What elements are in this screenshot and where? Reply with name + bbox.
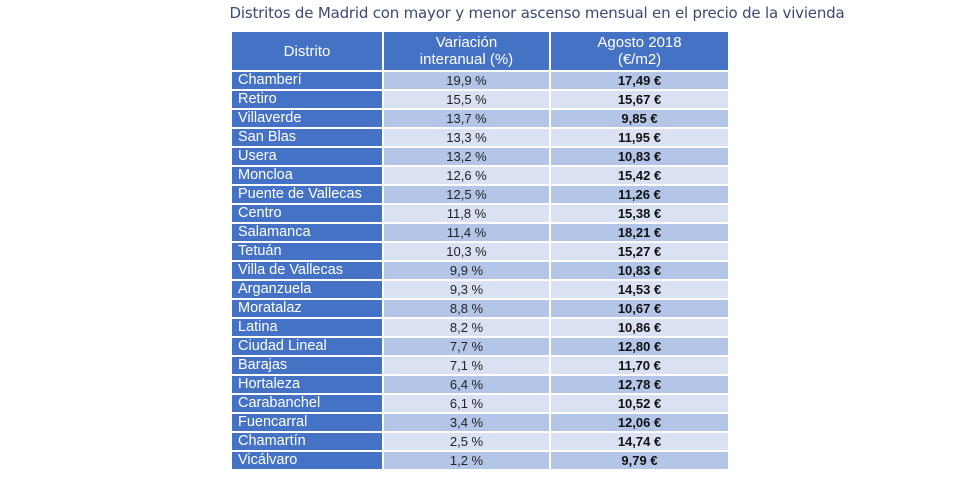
district-name: Villa de Vallecas xyxy=(232,260,384,281)
table-row: Retiro 15,5 % 15,67 € xyxy=(232,89,730,110)
variation-cell: 10,3 % xyxy=(382,241,551,262)
header-precio: Agosto 2018 (€/m2) xyxy=(549,32,730,72)
variation-cell: 12,6 % xyxy=(382,165,551,186)
variation-cell: 7,7 % xyxy=(382,336,551,357)
table-row: Hortaleza 6,4 % 12,78 € xyxy=(232,374,730,395)
districts-table: Distrito Variación interanual (%) Agosto … xyxy=(232,32,730,471)
variation-cell: 9,3 % xyxy=(382,279,551,300)
variation-cell: 15,5 % xyxy=(382,89,551,110)
price-cell: 9,85 € xyxy=(549,108,730,129)
district-name: Salamanca xyxy=(232,222,384,243)
table-row: Usera 13,2 % 10,83 € xyxy=(232,146,730,167)
district-name: Carabanchel xyxy=(232,393,384,414)
price-cell: 15,27 € xyxy=(549,241,730,262)
district-name: Hortaleza xyxy=(232,374,384,395)
table-row: Salamanca 11,4 % 18,21 € xyxy=(232,222,730,243)
price-cell: 15,67 € xyxy=(549,89,730,110)
price-cell: 18,21 € xyxy=(549,222,730,243)
price-cell: 10,83 € xyxy=(549,146,730,167)
header-distrito: Distrito xyxy=(232,32,384,72)
price-cell: 10,83 € xyxy=(549,260,730,281)
variation-cell: 13,7 % xyxy=(382,108,551,129)
district-name: Moncloa xyxy=(232,165,384,186)
district-name: Barajas xyxy=(232,355,384,376)
price-cell: 11,95 € xyxy=(549,127,730,148)
variation-cell: 12,5 % xyxy=(382,184,551,205)
variation-cell: 6,1 % xyxy=(382,393,551,414)
table-row: Barajas 7,1 % 11,70 € xyxy=(232,355,730,376)
district-name: Ciudad Lineal xyxy=(232,336,384,357)
district-name: San Blas xyxy=(232,127,384,148)
district-name: Centro xyxy=(232,203,384,224)
table-row: Tetuán 10,3 % 15,27 € xyxy=(232,241,730,262)
table-row: Ciudad Lineal 7,7 % 12,80 € xyxy=(232,336,730,357)
price-cell: 12,06 € xyxy=(549,412,730,433)
table-row: Moratalaz 8,8 % 10,67 € xyxy=(232,298,730,319)
district-name: Moratalaz xyxy=(232,298,384,319)
district-name: Latina xyxy=(232,317,384,338)
price-cell: 14,74 € xyxy=(549,431,730,452)
variation-cell: 11,8 % xyxy=(382,203,551,224)
price-cell: 15,42 € xyxy=(549,165,730,186)
variation-cell: 19,9 % xyxy=(382,70,551,91)
price-cell: 9,79 € xyxy=(549,450,730,471)
price-cell: 14,53 € xyxy=(549,279,730,300)
variation-cell: 6,4 % xyxy=(382,374,551,395)
district-name: Usera xyxy=(232,146,384,167)
district-name: Retiro xyxy=(232,89,384,110)
district-name: Chamberí xyxy=(232,70,384,91)
price-cell: 12,78 € xyxy=(549,374,730,395)
price-cell: 15,38 € xyxy=(549,203,730,224)
table-row: Carabanchel 6,1 % 10,52 € xyxy=(232,393,730,414)
variation-cell: 2,5 % xyxy=(382,431,551,452)
price-cell: 10,52 € xyxy=(549,393,730,414)
table-row: Centro 11,8 % 15,38 € xyxy=(232,203,730,224)
table-row: Vicálvaro 1,2 % 9,79 € xyxy=(232,450,730,471)
variation-cell: 8,2 % xyxy=(382,317,551,338)
table-row: Chamartín 2,5 % 14,74 € xyxy=(232,431,730,452)
price-cell: 17,49 € xyxy=(549,70,730,91)
variation-cell: 8,8 % xyxy=(382,298,551,319)
table-title: Distritos de Madrid con mayor y menor as… xyxy=(229,4,845,22)
table-row: Puente de Vallecas 12,5 % 11,26 € xyxy=(232,184,730,205)
price-cell: 12,80 € xyxy=(549,336,730,357)
district-name: Arganzuela xyxy=(232,279,384,300)
variation-cell: 11,4 % xyxy=(382,222,551,243)
variation-cell: 3,4 % xyxy=(382,412,551,433)
table-row: Chamberí 19,9 % 17,49 € xyxy=(232,70,730,91)
header-row: Distrito Variación interanual (%) Agosto … xyxy=(232,32,730,72)
table-row: Moncloa 12,6 % 15,42 € xyxy=(232,165,730,186)
district-name: Tetuán xyxy=(232,241,384,262)
variation-cell: 13,3 % xyxy=(382,127,551,148)
price-cell: 10,86 € xyxy=(549,317,730,338)
table-row: Latina 8,2 % 10,86 € xyxy=(232,317,730,338)
table-row: Villaverde 13,7 % 9,85 € xyxy=(232,108,730,129)
price-cell: 11,70 € xyxy=(549,355,730,376)
district-name: Vicálvaro xyxy=(232,450,384,471)
district-name: Puente de Vallecas xyxy=(232,184,384,205)
variation-cell: 7,1 % xyxy=(382,355,551,376)
price-cell: 10,67 € xyxy=(549,298,730,319)
table-row: Villa de Vallecas 9,9 % 10,83 € xyxy=(232,260,730,281)
table-row: Fuencarral 3,4 % 12,06 € xyxy=(232,412,730,433)
table-row: San Blas 13,3 % 11,95 € xyxy=(232,127,730,148)
variation-cell: 1,2 % xyxy=(382,450,551,471)
variation-cell: 13,2 % xyxy=(382,146,551,167)
district-name: Fuencarral xyxy=(232,412,384,433)
variation-cell: 9,9 % xyxy=(382,260,551,281)
header-variacion: Variación interanual (%) xyxy=(382,32,551,72)
district-name: Chamartín xyxy=(232,431,384,452)
price-cell: 11,26 € xyxy=(549,184,730,205)
table-row: Arganzuela 9,3 % 14,53 € xyxy=(232,279,730,300)
district-name: Villaverde xyxy=(232,108,384,129)
